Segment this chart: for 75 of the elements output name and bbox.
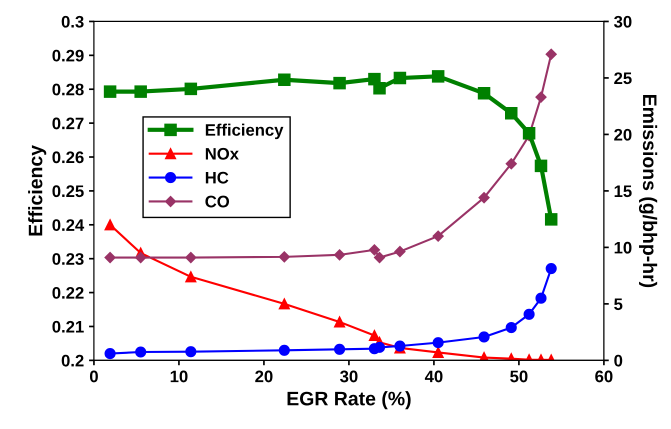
legend-label: NOx <box>206 148 239 160</box>
y2-axis-title: Emissions (g/bhp-hr) <box>638 94 658 288</box>
point <box>432 70 444 83</box>
point <box>104 85 116 98</box>
point <box>373 82 386 94</box>
point <box>135 252 146 264</box>
y2-tick-label: 30 <box>614 16 632 28</box>
point <box>506 158 517 170</box>
y-tick-label: 0.26 <box>52 151 84 164</box>
x-axis-title: EGR Rate (%) <box>288 391 411 410</box>
legend-label: HC <box>206 172 228 184</box>
legend-label: Efficiency <box>206 124 284 140</box>
point <box>394 72 406 84</box>
y-tick-label: 0.28 <box>52 84 84 96</box>
y2-tick-label: 5 <box>614 298 622 310</box>
x-tick-label: 0 <box>90 370 98 382</box>
point <box>534 160 548 172</box>
y-tick-label: 0.23 <box>52 253 84 265</box>
point <box>544 213 558 226</box>
point <box>185 271 196 282</box>
point <box>368 244 380 256</box>
x-tick-label: 60 <box>595 370 612 382</box>
point <box>478 87 490 100</box>
point <box>334 344 346 355</box>
y-tick-label: 0.27 <box>52 118 84 130</box>
y2-tick-label: 15 <box>614 185 632 198</box>
x-tick-label: 30 <box>340 370 358 382</box>
point <box>478 331 490 343</box>
point <box>524 308 535 320</box>
point <box>546 262 557 274</box>
point <box>135 346 146 358</box>
point <box>432 346 444 358</box>
point <box>432 230 444 242</box>
point <box>104 348 116 360</box>
point <box>478 192 490 204</box>
point <box>432 337 444 348</box>
y2-tick-label: 0 <box>614 354 622 367</box>
y-tick-label: 0.29 <box>52 50 84 62</box>
y2-tick-label: 10 <box>614 242 632 254</box>
x-tick-label: 40 <box>424 370 442 382</box>
point <box>535 92 547 103</box>
point <box>104 219 116 230</box>
point <box>278 73 291 86</box>
point <box>104 252 116 264</box>
y-tick-label: 0.21 <box>52 320 84 333</box>
point <box>185 252 196 264</box>
x-tick-label: 50 <box>510 370 528 382</box>
x-tick-label: 20 <box>255 370 273 382</box>
y2-tick-label: 20 <box>614 128 632 141</box>
point <box>184 82 198 96</box>
point <box>278 344 290 356</box>
point <box>333 76 346 90</box>
y-tick-label: 0.25 <box>52 185 84 198</box>
y-tick-label: 0.2 <box>62 354 84 367</box>
point <box>546 48 557 60</box>
legend-label: CO <box>205 196 230 208</box>
point <box>506 322 517 334</box>
point <box>334 249 346 260</box>
point <box>185 346 196 358</box>
x-tick-label: 10 <box>170 370 188 382</box>
y-axis-title: Efficiency <box>28 145 46 236</box>
point <box>278 251 290 262</box>
point <box>522 127 536 140</box>
y2-tick-label: 25 <box>614 72 632 84</box>
point <box>368 330 380 342</box>
point <box>374 252 386 264</box>
y-tick-label: 0.3 <box>62 16 84 28</box>
point <box>394 246 406 258</box>
point <box>278 298 290 310</box>
point <box>505 107 518 120</box>
point <box>535 292 547 304</box>
y-tick-label: 0.24 <box>52 219 84 231</box>
y-tick-label: 0.22 <box>52 286 84 299</box>
point <box>334 316 346 328</box>
point <box>134 85 147 98</box>
